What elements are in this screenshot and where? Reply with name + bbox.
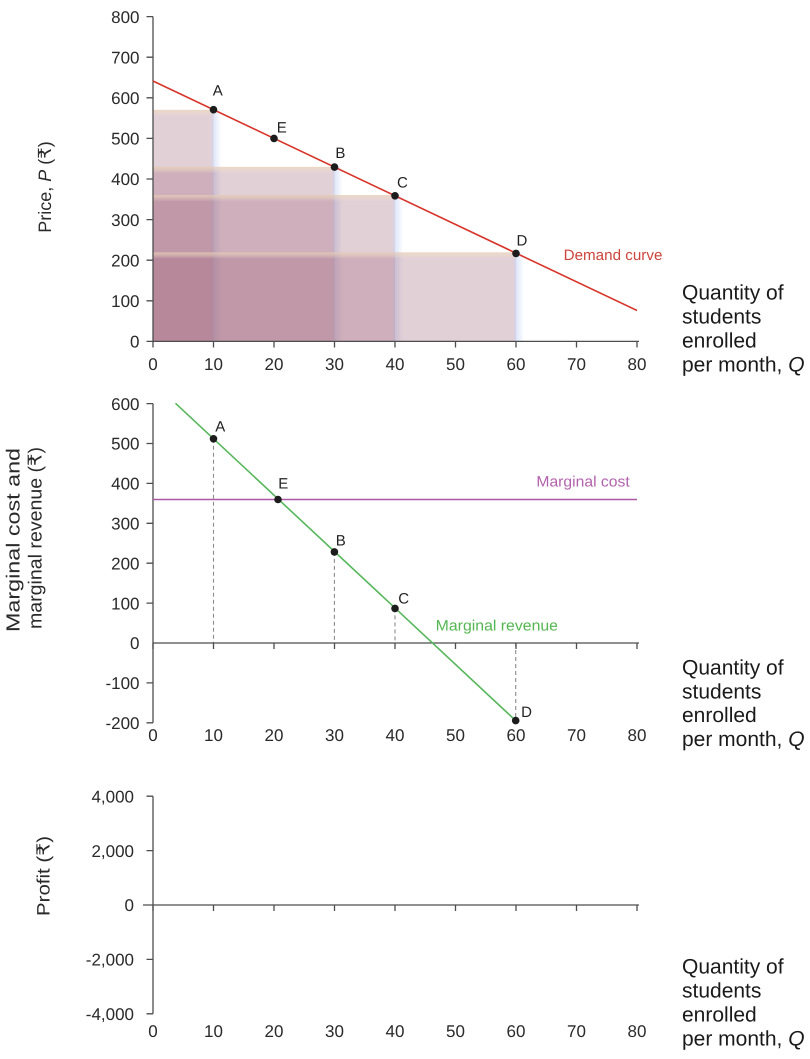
svg-text:enrolled: enrolled <box>682 1003 757 1026</box>
svg-text:Marginal cost: Marginal cost <box>536 474 630 491</box>
svg-text:A: A <box>213 83 223 100</box>
svg-text:200: 200 <box>111 251 139 270</box>
svg-text:10: 10 <box>204 355 223 374</box>
svg-text:60: 60 <box>507 726 526 745</box>
svg-text:20: 20 <box>265 726 284 745</box>
svg-text:500: 500 <box>111 435 139 454</box>
svg-text:0: 0 <box>125 896 134 915</box>
svg-text:20: 20 <box>265 355 284 374</box>
svg-text:C: C <box>398 591 409 608</box>
svg-text:40: 40 <box>386 1022 405 1041</box>
svg-text:40: 40 <box>386 355 405 374</box>
svg-text:600: 600 <box>111 395 139 414</box>
svg-text:300: 300 <box>111 515 139 534</box>
svg-text:80: 80 <box>628 355 647 374</box>
svg-text:0: 0 <box>130 634 139 653</box>
svg-text:4,000: 4,000 <box>91 787 134 806</box>
svg-text:Price, P (₹): Price, P (₹) <box>35 141 55 233</box>
svg-text:students: students <box>682 680 761 703</box>
svg-text:Quantity of: Quantity of <box>682 656 784 679</box>
svg-text:100: 100 <box>111 292 139 311</box>
svg-text:0: 0 <box>148 1022 157 1041</box>
svg-text:B: B <box>336 533 346 550</box>
svg-text:200: 200 <box>111 554 139 573</box>
svg-text:50: 50 <box>446 355 465 374</box>
svg-text:20: 20 <box>265 1022 284 1041</box>
svg-text:800: 800 <box>111 8 139 27</box>
svg-text:70: 70 <box>567 726 586 745</box>
svg-text:300: 300 <box>111 211 139 230</box>
svg-text:0: 0 <box>148 726 157 745</box>
svg-text:enrolled: enrolled <box>682 330 757 353</box>
svg-text:D: D <box>516 233 527 250</box>
svg-text:70: 70 <box>567 1022 586 1041</box>
svg-text:0: 0 <box>148 355 157 374</box>
svg-text:40: 40 <box>386 726 405 745</box>
svg-text:C: C <box>397 174 408 191</box>
svg-text:2,000: 2,000 <box>91 842 134 861</box>
svg-text:-200: -200 <box>105 714 139 733</box>
svg-text:700: 700 <box>111 48 139 67</box>
svg-text:50: 50 <box>446 726 465 745</box>
svg-text:-100: -100 <box>105 674 139 693</box>
svg-text:E: E <box>277 120 287 137</box>
svg-text:30: 30 <box>325 726 344 745</box>
svg-text:Demand curve: Demand curve <box>564 247 663 264</box>
svg-text:students: students <box>682 979 761 1002</box>
svg-text:enrolled: enrolled <box>682 704 757 727</box>
svg-text:per month, Q: per month, Q <box>682 1027 805 1050</box>
svg-text:Profit (₹): Profit (₹) <box>34 836 54 916</box>
svg-text:10: 10 <box>204 1022 223 1041</box>
svg-text:Quantity of: Quantity of <box>682 282 784 305</box>
svg-text:0: 0 <box>130 333 139 352</box>
svg-text:400: 400 <box>111 475 139 494</box>
svg-text:60: 60 <box>507 1022 526 1041</box>
svg-text:600: 600 <box>111 89 139 108</box>
svg-text:80: 80 <box>628 1022 647 1041</box>
svg-text:Marginal revenue: Marginal revenue <box>436 617 558 634</box>
svg-text:30: 30 <box>325 1022 344 1041</box>
svg-text:per month, Q: per month, Q <box>682 728 805 751</box>
svg-text:60: 60 <box>507 355 526 374</box>
svg-text:students: students <box>682 306 761 329</box>
svg-text:Quantity of: Quantity of <box>682 955 784 978</box>
svg-text:B: B <box>335 145 345 162</box>
svg-text:500: 500 <box>111 130 139 149</box>
svg-text:80: 80 <box>628 726 647 745</box>
svg-text:100: 100 <box>111 594 139 613</box>
svg-text:E: E <box>278 476 288 493</box>
svg-text:-4,000: -4,000 <box>86 1005 134 1024</box>
svg-text:D: D <box>521 704 532 721</box>
svg-text:70: 70 <box>567 355 586 374</box>
svg-text:400: 400 <box>111 170 139 189</box>
svg-text:per month, Q: per month, Q <box>682 354 805 377</box>
svg-text:10: 10 <box>204 726 223 745</box>
svg-text:marginal revenue (₹): marginal revenue (₹) <box>26 447 47 629</box>
svg-text:30: 30 <box>325 355 344 374</box>
svg-text:Marginal cost and: Marginal cost and <box>4 448 25 632</box>
svg-text:A: A <box>215 418 225 435</box>
svg-text:50: 50 <box>446 1022 465 1041</box>
svg-text:-2,000: -2,000 <box>86 951 134 970</box>
